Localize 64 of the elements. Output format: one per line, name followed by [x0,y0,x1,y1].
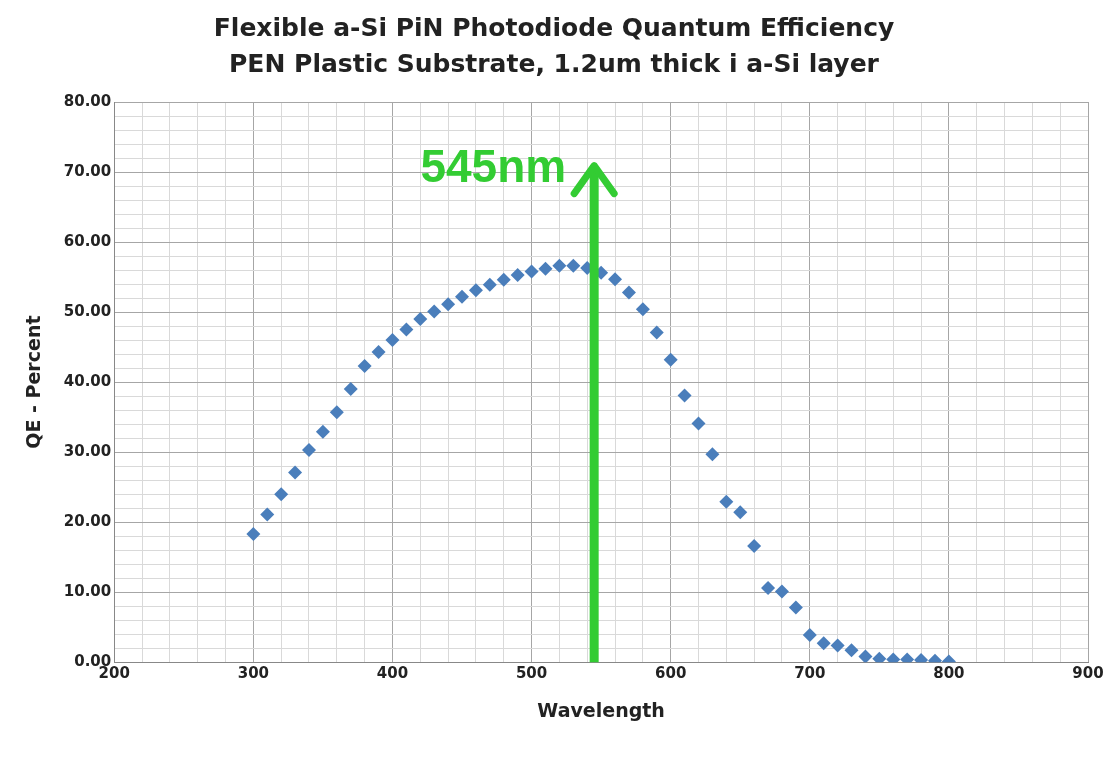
point [371,344,386,359]
point [274,487,289,502]
point [399,322,414,337]
point [705,447,720,462]
point [844,643,859,658]
point [802,627,817,642]
point [761,580,776,595]
y-axis-title: QE - Percent [22,315,45,449]
point [774,584,789,599]
y-tick-label: 70.00 [63,161,112,180]
y-tick-label: 50.00 [63,301,112,320]
x-tick-label: 800 [933,664,965,683]
point [385,333,400,348]
point [691,416,706,431]
point [427,304,442,319]
x-tick-label: 900 [1072,664,1104,683]
y-tick-label: 80.00 [63,91,112,110]
point [510,267,525,282]
point [538,261,553,276]
point [468,283,483,298]
point [288,465,303,480]
point [608,272,623,287]
point [246,527,261,542]
point [566,258,581,273]
point [788,600,803,615]
point [663,352,678,367]
x-tick-label: 300 [237,664,270,683]
y-tick-label: 20.00 [63,512,112,531]
point [747,538,762,553]
point [260,507,275,522]
x-tick-label: 400 [376,664,409,683]
point [329,405,344,420]
point [816,636,831,651]
y-tick-label: 10.00 [63,582,112,601]
x-tick-label: 500 [515,664,548,683]
point [621,285,636,300]
point [649,325,664,340]
y-tick-label: 30.00 [63,442,112,461]
point [677,388,692,403]
point [315,424,330,439]
point [733,505,748,520]
point [496,272,511,287]
point [552,258,567,273]
x-axis-title: Wavelength [537,698,665,721]
point [872,651,887,663]
x-tick-label: 600 [655,664,687,683]
chart-subtitle: PEN Plastic Substrate, 1.2um thick i a-Si layer [228,48,880,80]
y-tick-label: 60.00 [63,231,112,250]
chart-title: Flexible a-Si PiN Photodiode Quantum Efficiency [212,12,896,44]
point [635,302,650,317]
point [441,297,456,312]
point [343,382,358,397]
point [524,264,539,279]
point [302,443,316,458]
point [413,312,428,327]
point [719,494,734,509]
point [858,649,873,663]
x-tick-label: 700 [794,664,826,683]
point [482,277,497,292]
point [357,358,372,373]
ref-line-label: 545nm [420,140,567,193]
y-tick-label: 40.00 [63,371,112,390]
point [455,289,470,304]
point [830,638,845,653]
